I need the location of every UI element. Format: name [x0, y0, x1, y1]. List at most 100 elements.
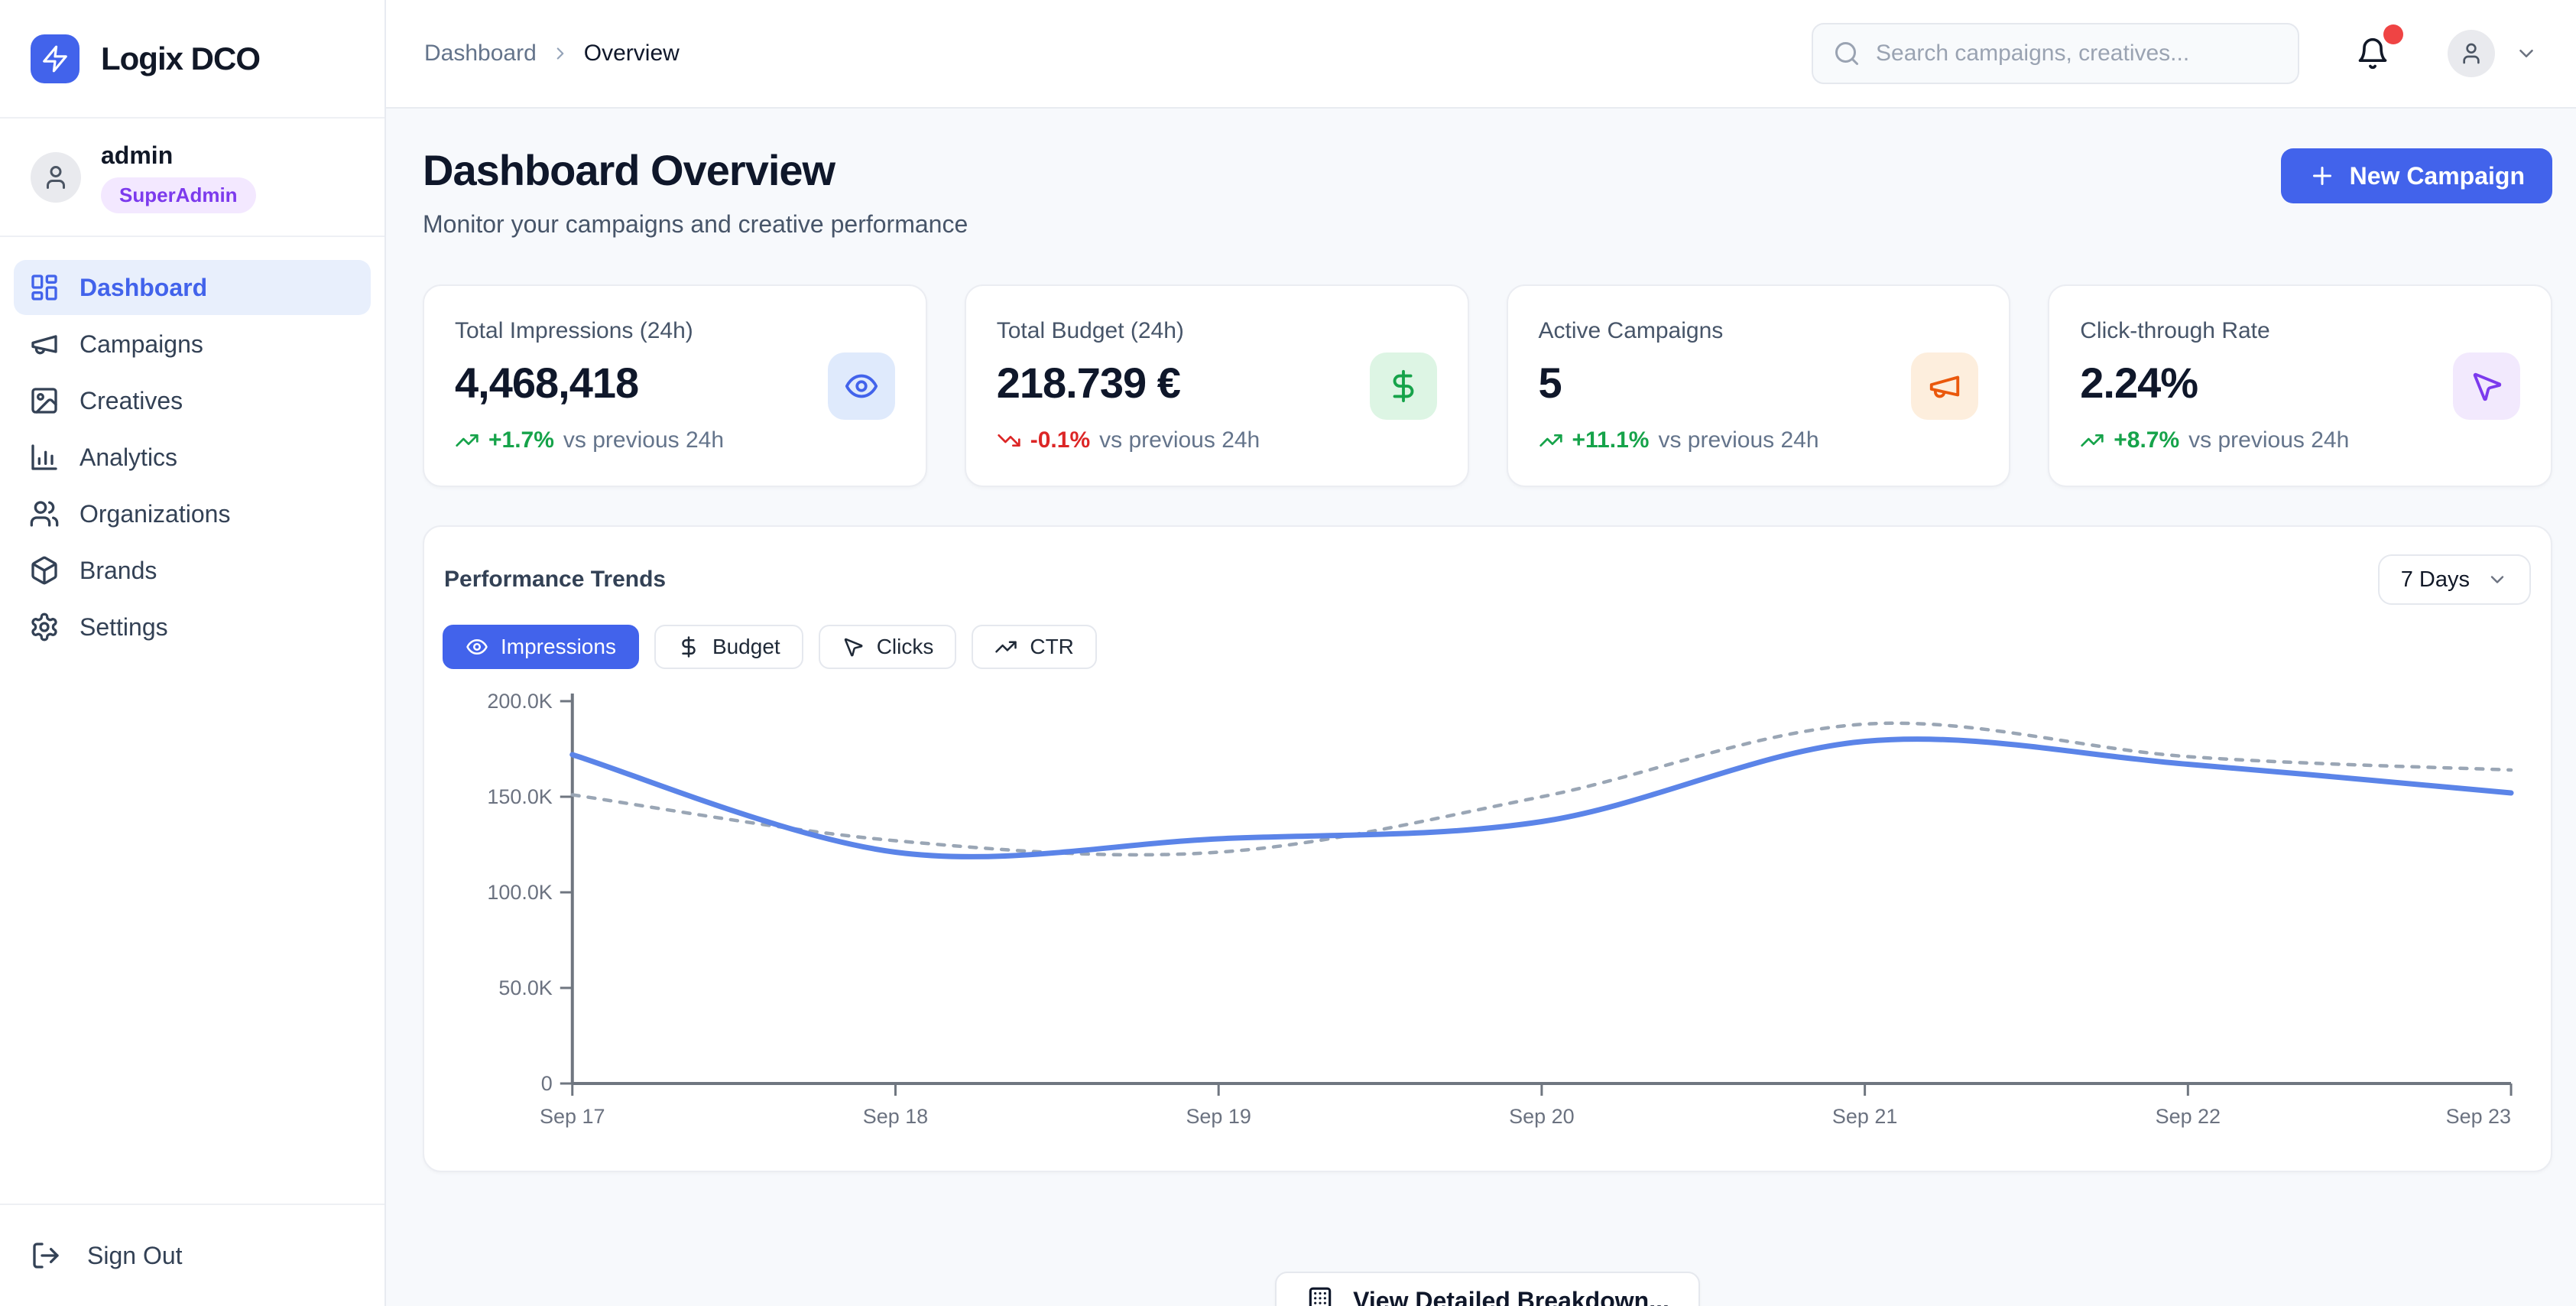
stat-delta-row: +1.7%vs previous 24h — [455, 427, 828, 453]
stat-icon-box — [1911, 352, 1978, 420]
range-select-value: 7 Days — [2401, 567, 2470, 593]
page-subtitle: Monitor your campaigns and creative perf… — [423, 210, 968, 239]
performance-trends-card: Performance Trends 7 Days Impressions Bud… — [423, 525, 2552, 1172]
sidebar-item-settings[interactable]: Settings — [14, 599, 371, 655]
stat-value: 218.739 € — [997, 358, 1370, 408]
chevron-down-icon[interactable] — [2515, 42, 2538, 65]
breadcrumb-page: Overview — [584, 41, 680, 67]
sidebar-item-label: Brands — [79, 557, 157, 585]
breadcrumb: Dashboard Overview — [424, 41, 680, 67]
stat-delta-suffix: vs previous 24h — [1099, 427, 1260, 453]
dollar-sign-icon — [677, 635, 700, 658]
stat-delta-value: +11.1% — [1572, 427, 1650, 453]
stat-label: Active Campaigns — [1539, 318, 1912, 344]
account-menu-button[interactable] — [2448, 30, 2495, 77]
stat-delta-row: +8.7%vs previous 24h — [2080, 427, 2453, 453]
settings-icon — [29, 612, 60, 642]
sidebar-item-dashboard[interactable]: Dashboard — [14, 260, 371, 315]
stat-label: Total Impressions (24h) — [455, 318, 828, 344]
notification-dot — [2383, 24, 2403, 44]
mouse-pointer-icon — [842, 635, 865, 658]
breadcrumb-section[interactable]: Dashboard — [424, 41, 537, 67]
notifications-button[interactable] — [2356, 37, 2389, 70]
x-tick-label: Sep 17 — [540, 1105, 605, 1128]
sidebar: Logix DCO admin SuperAdmin Dashboard Camp… — [0, 0, 386, 1306]
trending-up-icon — [2080, 428, 2104, 453]
chevron-right-icon — [550, 44, 570, 63]
dollar-sign-icon — [1386, 369, 1421, 404]
view-breakdown-button[interactable]: View Detailed Breakdown... — [1275, 1272, 1700, 1306]
sidebar-item-organizations[interactable]: Organizations — [14, 486, 371, 541]
y-tick-label: 150.0K — [487, 785, 552, 808]
sidebar-item-label: Campaigns — [79, 330, 203, 359]
range-select[interactable]: 7 Days — [2378, 554, 2531, 605]
stat-delta-suffix: vs previous 24h — [563, 427, 724, 453]
bell-icon — [2356, 37, 2389, 70]
page-title: Dashboard Overview — [423, 145, 968, 195]
stat-delta-suffix: vs previous 24h — [2188, 427, 2349, 453]
eye-icon — [466, 635, 488, 658]
sidebar-item-brands[interactable]: Brands — [14, 543, 371, 598]
page-header-text: Dashboard Overview Monitor your campaign… — [423, 145, 968, 239]
topbar-actions — [1812, 23, 2538, 84]
x-tick-label: Sep 22 — [2156, 1105, 2221, 1128]
app-name: Logix DCO — [101, 41, 260, 77]
chevron-down-icon — [2487, 569, 2508, 590]
new-campaign-button[interactable]: New Campaign — [2281, 148, 2552, 203]
page-content: Dashboard Overview Monitor your campaign… — [386, 109, 2576, 1306]
sidebar-item-analytics[interactable]: Analytics — [14, 430, 371, 485]
stat-label: Click-through Rate — [2080, 318, 2453, 344]
stat-value: 4,468,418 — [455, 358, 828, 408]
tab-budget[interactable]: Budget — [654, 625, 803, 669]
chart-title: Performance Trends — [444, 567, 666, 593]
chart-line-impressions_previous — [573, 723, 2511, 855]
trending-down-icon — [997, 428, 1021, 453]
stat-cards: Total Impressions (24h) 4,468,418 +1.7%vs … — [423, 284, 2552, 487]
page-header: Dashboard Overview Monitor your campaign… — [423, 145, 2552, 239]
sidebar-item-label: Analytics — [79, 443, 177, 472]
chart-tick-labels: 050.0K100.0K150.0K200.0KSep 17Sep 18Sep … — [487, 690, 2511, 1128]
sign-out-button[interactable]: Sign Out — [0, 1204, 384, 1306]
building-icon — [1306, 1286, 1335, 1306]
stat-info: Total Budget (24h) 218.739 € -0.1% vs previ… — [997, 318, 1370, 453]
x-tick-label: Sep 20 — [1509, 1105, 1574, 1128]
tab-ctr[interactable]: CTR — [972, 625, 1097, 669]
sidebar-item-label: Organizations — [79, 500, 230, 528]
sidebar-item-label: Settings — [79, 613, 168, 642]
sidebar-item-creatives[interactable]: Creatives — [14, 373, 371, 428]
tab-label: Clicks — [877, 635, 934, 659]
stat-delta-value: -0.1% — [1030, 427, 1090, 453]
x-tick-label: Sep 18 — [863, 1105, 928, 1128]
y-tick-label: 50.0K — [498, 976, 552, 999]
x-tick-label: Sep 23 — [2446, 1105, 2511, 1128]
app-root: Logix DCO admin SuperAdmin Dashboard Camp… — [0, 0, 2576, 1306]
tab-clicks[interactable]: Clicks — [819, 625, 957, 669]
sidebar-user: admin SuperAdmin — [0, 119, 384, 237]
mouse-pointer-icon — [2469, 369, 2504, 404]
sign-out-label: Sign Out — [87, 1242, 183, 1270]
stat-icon-box — [1370, 352, 1437, 420]
tab-label: Impressions — [501, 635, 616, 659]
sidebar-item-campaigns[interactable]: Campaigns — [14, 317, 371, 372]
stat-icon-box — [2453, 352, 2520, 420]
brand: Logix DCO — [0, 0, 384, 119]
user-icon — [42, 164, 70, 191]
stat-info: Total Impressions (24h) 4,468,418 +1.7%vs … — [455, 318, 828, 453]
x-tick-label: Sep 21 — [1832, 1105, 1897, 1128]
stat-info: Click-through Rate2.24%+8.7%vs previous … — [2080, 318, 2453, 453]
stat-value: 5 — [1539, 358, 1912, 408]
view-breakdown-label: View Detailed Breakdown... — [1353, 1287, 1669, 1306]
search-input[interactable] — [1876, 41, 2278, 67]
trending-up-icon — [994, 635, 1017, 658]
sidebar-item-label: Creatives — [79, 387, 183, 415]
eye-icon — [844, 369, 879, 404]
global-search — [1812, 23, 2299, 84]
stat-label: Total Budget (24h) — [997, 318, 1370, 344]
stat-card: Active Campaigns5+11.1%vs previous 24h — [1507, 284, 2011, 487]
stat-icon-box — [828, 352, 895, 420]
trending-up-icon — [1539, 428, 1563, 453]
breakdown-row: View Detailed Breakdown... — [423, 1272, 2552, 1306]
chart-axes — [560, 694, 2511, 1096]
sidebar-nav: Dashboard Campaigns Creatives Analytics Orga… — [0, 237, 384, 677]
tab-impressions[interactable]: Impressions — [443, 625, 639, 669]
